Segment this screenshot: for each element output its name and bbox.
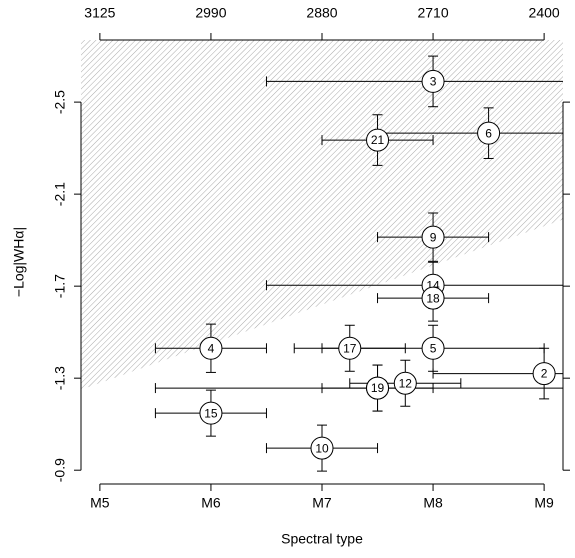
- y-axis-label: −Log|WHα|: [11, 227, 27, 297]
- x-tick-label: M8: [423, 495, 443, 511]
- point: [310, 436, 334, 460]
- y-tick-label: -2.1: [52, 182, 68, 206]
- point: [338, 336, 362, 360]
- top-tick-label: 2880: [306, 5, 337, 21]
- point: [421, 336, 445, 360]
- point-label: 5: [430, 341, 437, 355]
- point: [393, 371, 417, 395]
- x-axis-label: Spectral type: [281, 531, 363, 547]
- point-label: 10: [315, 441, 329, 455]
- top-tick-label: 2400: [529, 5, 560, 21]
- point: [366, 376, 390, 400]
- y-tick-label: -1.7: [52, 274, 68, 298]
- point-label: 2: [541, 367, 548, 381]
- point-label: 17: [343, 341, 357, 355]
- point: [421, 286, 445, 310]
- y-tick-label: -2.5: [52, 90, 68, 114]
- point-label: 9: [430, 230, 437, 244]
- point-label: 15: [204, 406, 218, 420]
- points: 36219141841752128191510: [154, 55, 563, 472]
- point-label: 21: [371, 133, 385, 147]
- point-label: 4: [208, 341, 215, 355]
- y-tick-label: -0.9: [52, 458, 68, 482]
- shaded-region: [81, 40, 563, 390]
- point: [421, 225, 445, 249]
- point: [199, 401, 223, 425]
- point: [477, 121, 501, 145]
- y-tick-label: -1.3: [52, 366, 68, 390]
- point: [366, 128, 390, 152]
- x-tick-label: M9: [534, 495, 554, 511]
- point-label: 12: [399, 376, 413, 390]
- point-label: 3: [430, 75, 437, 89]
- point: [199, 336, 223, 360]
- x-tick-label: M6: [201, 495, 221, 511]
- point-label: 18: [426, 291, 440, 305]
- point: [532, 362, 556, 386]
- top-tick-label: 2990: [195, 5, 226, 21]
- x-tick-label: M5: [90, 495, 110, 511]
- point-label: 19: [371, 381, 385, 395]
- top-tick-label: 3125: [84, 5, 115, 21]
- x-tick-label: M7: [312, 495, 332, 511]
- point-label: 6: [485, 126, 492, 140]
- top-tick-label: 2710: [417, 5, 448, 21]
- point: [421, 69, 445, 93]
